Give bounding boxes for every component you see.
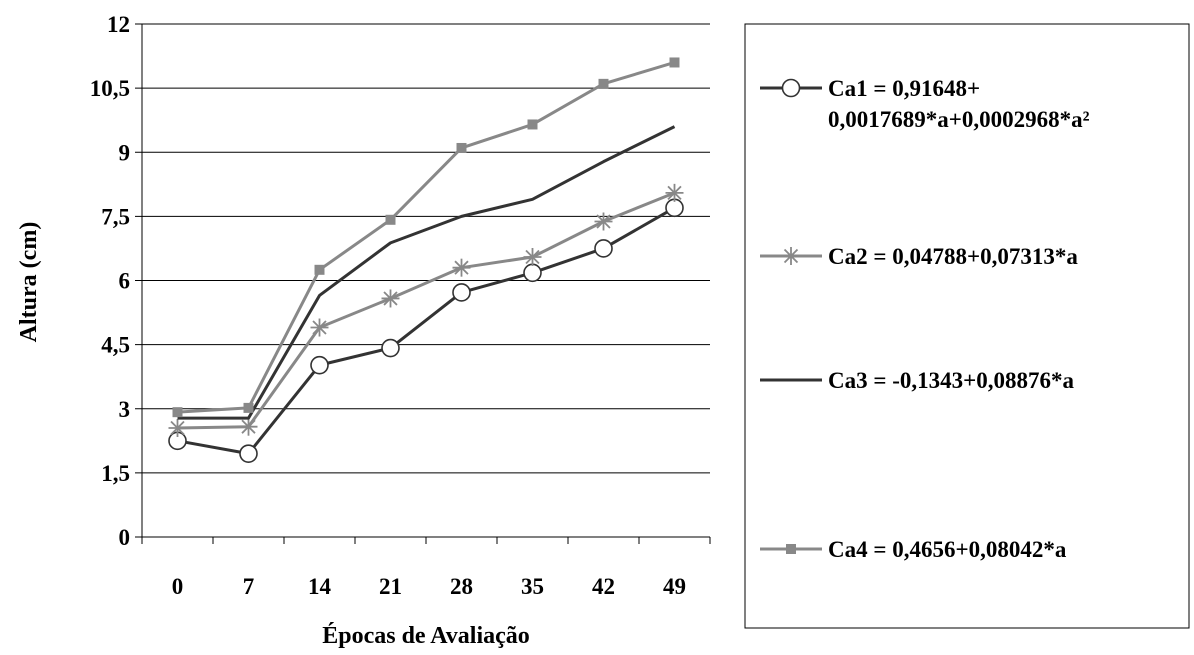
data-point [527,119,538,130]
data-point [594,239,613,258]
series-line [177,206,676,456]
data-point [594,212,613,231]
legend: Ca1 = 0,91648+0,0017689*a+0,0002968*a²Ca… [744,23,1190,629]
legend-item-4: Ca4 = 0,4656+0,08042*a [760,537,1067,562]
legend-label: Ca1 = 0,91648+ [828,76,980,101]
data-point [172,407,183,418]
legend-item-3: Ca3 = -0,1343+0,08876*a [760,368,1074,393]
y-tick-label: 4,5 [101,333,130,358]
data-point [314,264,325,275]
legend-box [744,23,1190,629]
x-tick-label: 0 [172,574,184,599]
series-line [177,125,676,420]
y-tick-label: 9 [119,140,131,165]
data-point [523,263,542,283]
data-point [452,258,471,277]
legend-label: Ca4 = 0,4656+0,08042*a [828,537,1067,562]
data-point [669,57,680,68]
y-tick-label: 0 [119,525,131,550]
y-tick-label: 7,5 [101,204,130,229]
y-tick-label: 12 [107,12,130,37]
data-point [310,318,329,337]
series-4 [172,57,680,418]
y-tick-label: 1,5 [101,461,130,486]
data-point [456,142,467,153]
data-point [168,418,187,437]
legend-item-1: Ca1 = 0,91648+ 0,0017689*a+0,0002968*a² [760,76,1090,132]
data-point [381,338,400,358]
data-point [598,78,609,89]
data-point [243,402,254,413]
legend-label: Ca2 = 0,04788+0,07313*a [828,244,1078,269]
data-point [385,214,396,225]
data-point [381,289,400,308]
data-point [781,78,801,98]
y-axis-title: Altura (cm) [16,222,42,343]
series-1 [168,198,684,463]
y-tick-label: 6 [119,269,131,294]
data-point [786,544,796,554]
data-point [782,247,800,265]
legend-label: Ca3 = -0,1343+0,08876*a [828,368,1074,393]
data-point [452,283,471,302]
data-point [310,355,329,375]
y-tick-label: 3 [119,397,131,422]
legend-item-2: Ca2 = 0,04788+0,07313*a [760,244,1078,269]
axes [135,23,711,544]
legend-label: 0,0017689*a+0,0002968*a² [828,107,1090,132]
gridlines [142,23,710,474]
data-point [665,198,684,218]
series-line [177,61,675,414]
y-tick-label: 10,5 [90,76,130,101]
x-tick-label: 7 [243,574,255,599]
data-point [239,417,258,436]
data-point [239,444,258,463]
x-tick-label: 49 [663,574,686,599]
series-2 [168,183,684,437]
series-lines [168,57,684,463]
x-tick-label: 35 [521,574,544,599]
x-tick-label: 21 [379,574,402,599]
data-point [523,247,542,266]
series-3 [177,125,676,420]
tick-labels: 0 1,5 3 4,5 6 7,5 9 10,5 12 0 7 14 21 28 35 42 49 [90,12,686,599]
x-tick-label: 42 [592,574,615,599]
x-tick-label: 14 [308,574,332,599]
x-axis-title: Épocas de Avaliação [322,623,530,649]
series-line [177,191,676,430]
data-point [665,183,684,202]
x-tick-label: 28 [450,574,473,599]
